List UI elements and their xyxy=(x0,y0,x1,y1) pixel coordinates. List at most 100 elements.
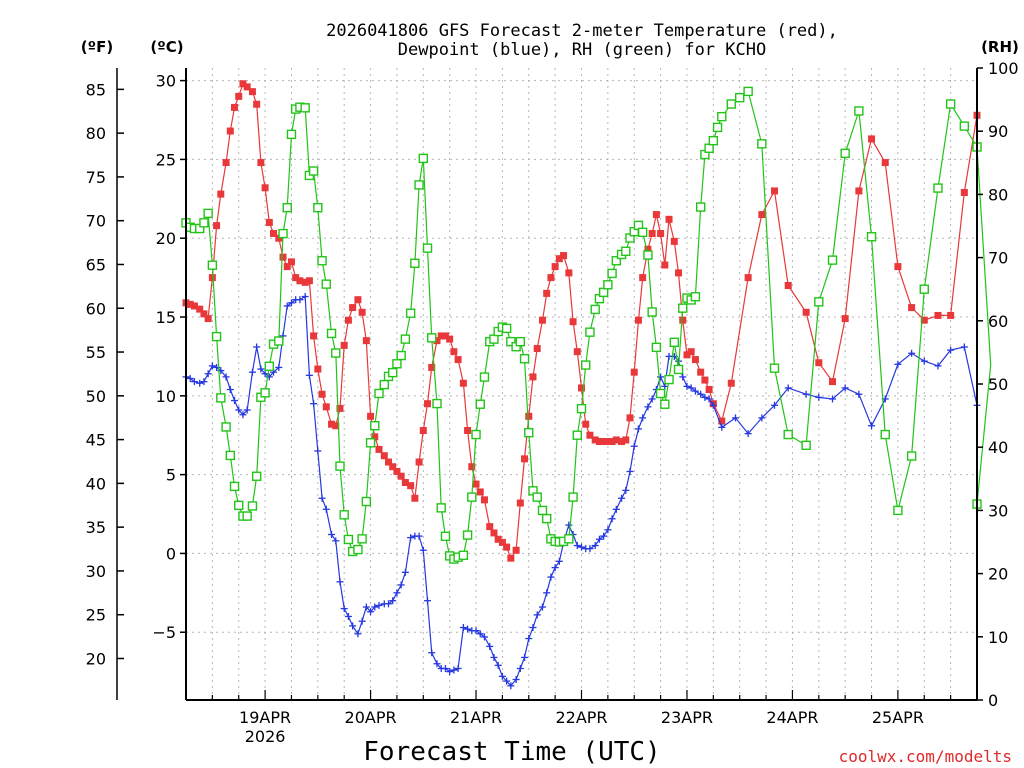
data-point xyxy=(446,335,454,343)
data-point xyxy=(578,543,585,551)
data-point xyxy=(665,215,673,223)
data-point xyxy=(405,308,416,318)
data-point xyxy=(573,542,581,550)
data-point xyxy=(440,531,451,542)
data-point xyxy=(358,617,366,625)
data-point xyxy=(533,611,541,619)
data-point xyxy=(920,357,928,365)
data-point xyxy=(326,328,337,339)
data-point xyxy=(718,423,726,431)
data-point xyxy=(532,492,542,502)
data-point xyxy=(287,299,295,307)
data-point xyxy=(657,229,665,237)
data-point xyxy=(945,99,956,109)
data-point xyxy=(235,92,243,100)
data-point xyxy=(367,412,375,420)
data-point xyxy=(521,653,529,661)
data-point xyxy=(512,676,520,684)
data-point xyxy=(920,316,928,324)
data-point xyxy=(231,397,239,405)
data-point xyxy=(418,153,428,164)
data-point xyxy=(407,482,415,490)
data-point xyxy=(361,496,372,507)
data-point xyxy=(705,386,713,394)
data-point xyxy=(547,274,555,282)
data-point xyxy=(718,417,726,425)
data-point xyxy=(683,382,691,390)
data-point xyxy=(543,289,551,297)
data-point xyxy=(186,300,194,308)
data-point xyxy=(480,633,488,641)
data-point xyxy=(239,80,247,88)
data-point xyxy=(301,278,309,286)
data-point xyxy=(595,535,603,543)
data-point xyxy=(353,544,363,555)
data-point xyxy=(317,256,327,266)
data-point xyxy=(450,666,458,674)
data-point xyxy=(264,361,275,372)
tick-label-c: 10 xyxy=(156,387,176,406)
data-point xyxy=(340,605,348,613)
data-point xyxy=(331,348,341,358)
data-point xyxy=(200,310,208,318)
data-point xyxy=(717,111,727,122)
data-point xyxy=(190,378,198,386)
data-point xyxy=(691,387,699,395)
data-point xyxy=(472,480,480,488)
data-point xyxy=(247,501,258,511)
data-point xyxy=(771,187,779,195)
data-point xyxy=(296,296,304,304)
data-point xyxy=(705,395,713,403)
data-point xyxy=(248,88,256,96)
tick-label-c: 25 xyxy=(156,150,176,169)
data-point xyxy=(371,433,379,441)
data-point xyxy=(392,359,402,369)
data-point xyxy=(604,526,612,534)
data-point xyxy=(501,323,512,334)
data-point xyxy=(675,269,683,277)
data-point xyxy=(960,189,968,197)
data-point xyxy=(243,83,251,91)
data-point xyxy=(652,211,660,219)
data-point xyxy=(328,420,336,428)
data-point xyxy=(708,135,719,146)
data-point xyxy=(727,379,735,387)
data-point xyxy=(243,406,251,414)
data-point xyxy=(371,603,379,611)
data-point xyxy=(314,447,322,455)
data-point xyxy=(701,393,709,401)
data-point xyxy=(265,373,273,381)
data-point xyxy=(538,603,546,611)
data-point xyxy=(651,342,662,353)
data-point xyxy=(410,258,420,268)
data-point xyxy=(186,374,194,382)
data-point xyxy=(507,682,515,690)
data-point xyxy=(525,635,533,643)
data-point xyxy=(419,426,427,434)
unit-rh: (RH) xyxy=(981,38,1019,56)
data-point xyxy=(612,436,620,444)
data-point xyxy=(305,277,313,285)
data-point xyxy=(336,578,344,586)
data-point xyxy=(396,350,406,361)
data-point xyxy=(555,557,563,565)
data-point xyxy=(313,202,323,213)
data-point xyxy=(221,422,231,432)
data-point xyxy=(881,159,889,167)
data-point xyxy=(261,184,269,192)
data-point xyxy=(634,316,642,324)
data-point xyxy=(586,431,594,439)
data-point xyxy=(604,438,612,446)
data-point xyxy=(551,564,559,572)
data-point xyxy=(607,268,617,279)
data-point xyxy=(261,370,269,378)
tick-label-f: 50 xyxy=(86,387,106,406)
data-point xyxy=(515,336,526,347)
data-point xyxy=(644,403,652,411)
data-point xyxy=(783,429,793,440)
data-point xyxy=(208,274,216,282)
data-point xyxy=(318,390,326,398)
data-point xyxy=(608,515,616,523)
series-0 xyxy=(182,80,981,562)
data-point xyxy=(196,305,204,313)
